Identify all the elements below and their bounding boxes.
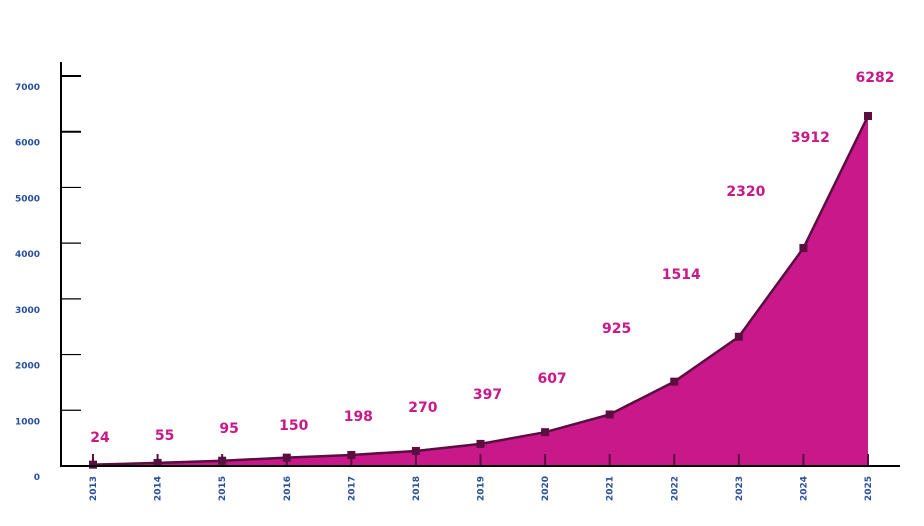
x-tick-label: 2022 bbox=[670, 476, 680, 501]
y-tick-label: 3000 bbox=[15, 306, 40, 316]
y-tick-label: 4000 bbox=[15, 250, 40, 260]
data-value-label: 2320 bbox=[726, 184, 765, 200]
data-value-label: 925 bbox=[602, 321, 631, 337]
x-tick-label: 2016 bbox=[283, 476, 293, 501]
data-value-label: 1514 bbox=[662, 267, 701, 283]
x-tick-label: 2014 bbox=[154, 476, 164, 501]
x-tick-label: 2017 bbox=[347, 476, 357, 501]
data-point-marker bbox=[541, 428, 550, 437]
data-point-marker bbox=[476, 439, 485, 448]
data-point-marker bbox=[347, 450, 356, 459]
data-point-marker bbox=[282, 453, 291, 462]
x-tick-label: 2025 bbox=[864, 476, 874, 501]
data-point-marker bbox=[734, 332, 743, 341]
y-tick-label: 2000 bbox=[15, 362, 40, 372]
data-labels: 24 55 95 150 198 270 397 607 925 1514 2320 3912 6282 bbox=[90, 70, 894, 446]
data-value-label: 24 bbox=[90, 430, 110, 446]
x-tick-label: 2020 bbox=[541, 476, 551, 501]
data-value-label: 55 bbox=[155, 428, 174, 444]
data-point-marker bbox=[864, 112, 872, 121]
data-point-marker bbox=[411, 446, 420, 455]
data-point-marker bbox=[153, 458, 162, 467]
data-value-label: 3912 bbox=[791, 130, 830, 146]
x-tick-label: 2021 bbox=[606, 476, 616, 501]
y-tick-label: 6000 bbox=[15, 139, 40, 149]
data-point-marker bbox=[670, 377, 679, 386]
plot-area bbox=[89, 112, 872, 469]
data-point-marker bbox=[605, 410, 614, 419]
data-value-label: 397 bbox=[473, 387, 502, 403]
area-fill bbox=[93, 116, 868, 466]
data-value-label: 6282 bbox=[856, 70, 895, 86]
data-point-marker bbox=[218, 456, 227, 465]
data-value-label: 150 bbox=[279, 418, 308, 434]
x-tick-label: 2018 bbox=[412, 476, 422, 501]
x-tick-label: 2023 bbox=[735, 476, 745, 501]
y-tick-label: 5000 bbox=[15, 194, 40, 204]
data-point-marker bbox=[799, 244, 808, 253]
data-value-label: 607 bbox=[537, 371, 566, 387]
x-axis: 2013 2014 2015 2016 2017 2018 2019 2020 2021 2022… bbox=[61, 465, 900, 501]
y-tick-label: 7000 bbox=[15, 83, 40, 93]
data-value-label: 270 bbox=[408, 400, 437, 416]
y-tick-label: 0 bbox=[34, 473, 40, 483]
x-tick-label: 2019 bbox=[477, 476, 487, 501]
data-point-marker bbox=[89, 460, 97, 469]
x-tick-label: 2024 bbox=[799, 476, 809, 501]
y-axis: 0 1000 2000 3000 4000 5000 6000 7000 bbox=[15, 62, 81, 483]
data-value-label: 95 bbox=[219, 421, 238, 437]
y-tick-label: 1000 bbox=[15, 417, 40, 427]
data-value-label: 198 bbox=[344, 409, 373, 425]
x-tick-label: 2013 bbox=[89, 476, 99, 501]
x-tick-label: 2015 bbox=[218, 476, 228, 501]
